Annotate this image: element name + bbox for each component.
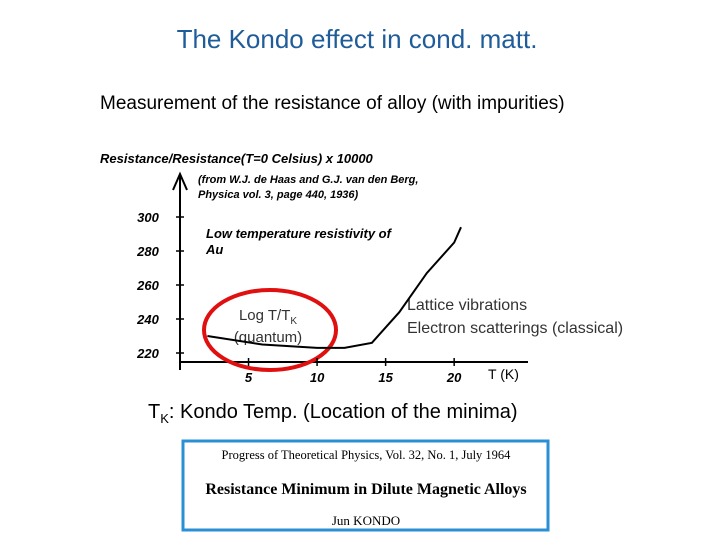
- subtitle: Measurement of the resistance of alloy (…: [100, 93, 565, 114]
- annotation: (from W.J. de Haas and G.J. van den Berg…: [198, 174, 418, 186]
- classical-label: Electron scatterings (classical): [407, 320, 623, 337]
- reference-title: Resistance Minimum in Dilute Magnetic Al…: [205, 481, 526, 498]
- y-tick-label: 220: [136, 346, 159, 361]
- quantum-sub: K: [290, 316, 297, 327]
- annotation: Low temperature resistivity of: [206, 226, 393, 241]
- annotation: Au: [205, 242, 223, 257]
- classical-label: Lattice vibrations: [407, 297, 527, 314]
- annotation: Physica vol. 3, page 440, 1936): [198, 189, 359, 201]
- x-tick-label: 20: [446, 370, 462, 385]
- kondo-main: T: [148, 401, 160, 423]
- quantum-label: Log T/TK: [239, 307, 297, 327]
- kondo-rest: : Kondo Temp. (Location of the minima): [169, 401, 518, 423]
- reference-box: [181, 439, 550, 532]
- reference-author: Jun KONDO: [332, 513, 400, 528]
- data-line: [207, 226, 462, 349]
- x-tick-label: 5: [245, 370, 253, 385]
- axis-arrow: [172, 171, 188, 191]
- y-tick-label: 280: [136, 244, 159, 259]
- chart-title: Resistance/Resistance(T=0 Celsius) x 100…: [100, 151, 374, 166]
- y-tick-label: 300: [137, 210, 159, 225]
- kondo-note: TK: Kondo Temp. (Location of the minima): [148, 401, 518, 426]
- quantum-label: (quantum): [234, 329, 302, 346]
- x-tick-label: 10: [310, 370, 325, 385]
- x-tick-label: 15: [378, 370, 393, 385]
- x-unit: T (K): [488, 366, 519, 382]
- quantum-main: Log T/T: [239, 307, 290, 324]
- slide-title: The Kondo effect in cond. matt.: [177, 24, 538, 54]
- kondo-sub: K: [160, 411, 169, 426]
- y-tick-label: 240: [136, 312, 159, 327]
- y-tick-label: 260: [136, 278, 159, 293]
- reference-journal: Progress of Theoretical Physics, Vol. 32…: [222, 448, 512, 462]
- highlight-ellipse: [202, 288, 338, 372]
